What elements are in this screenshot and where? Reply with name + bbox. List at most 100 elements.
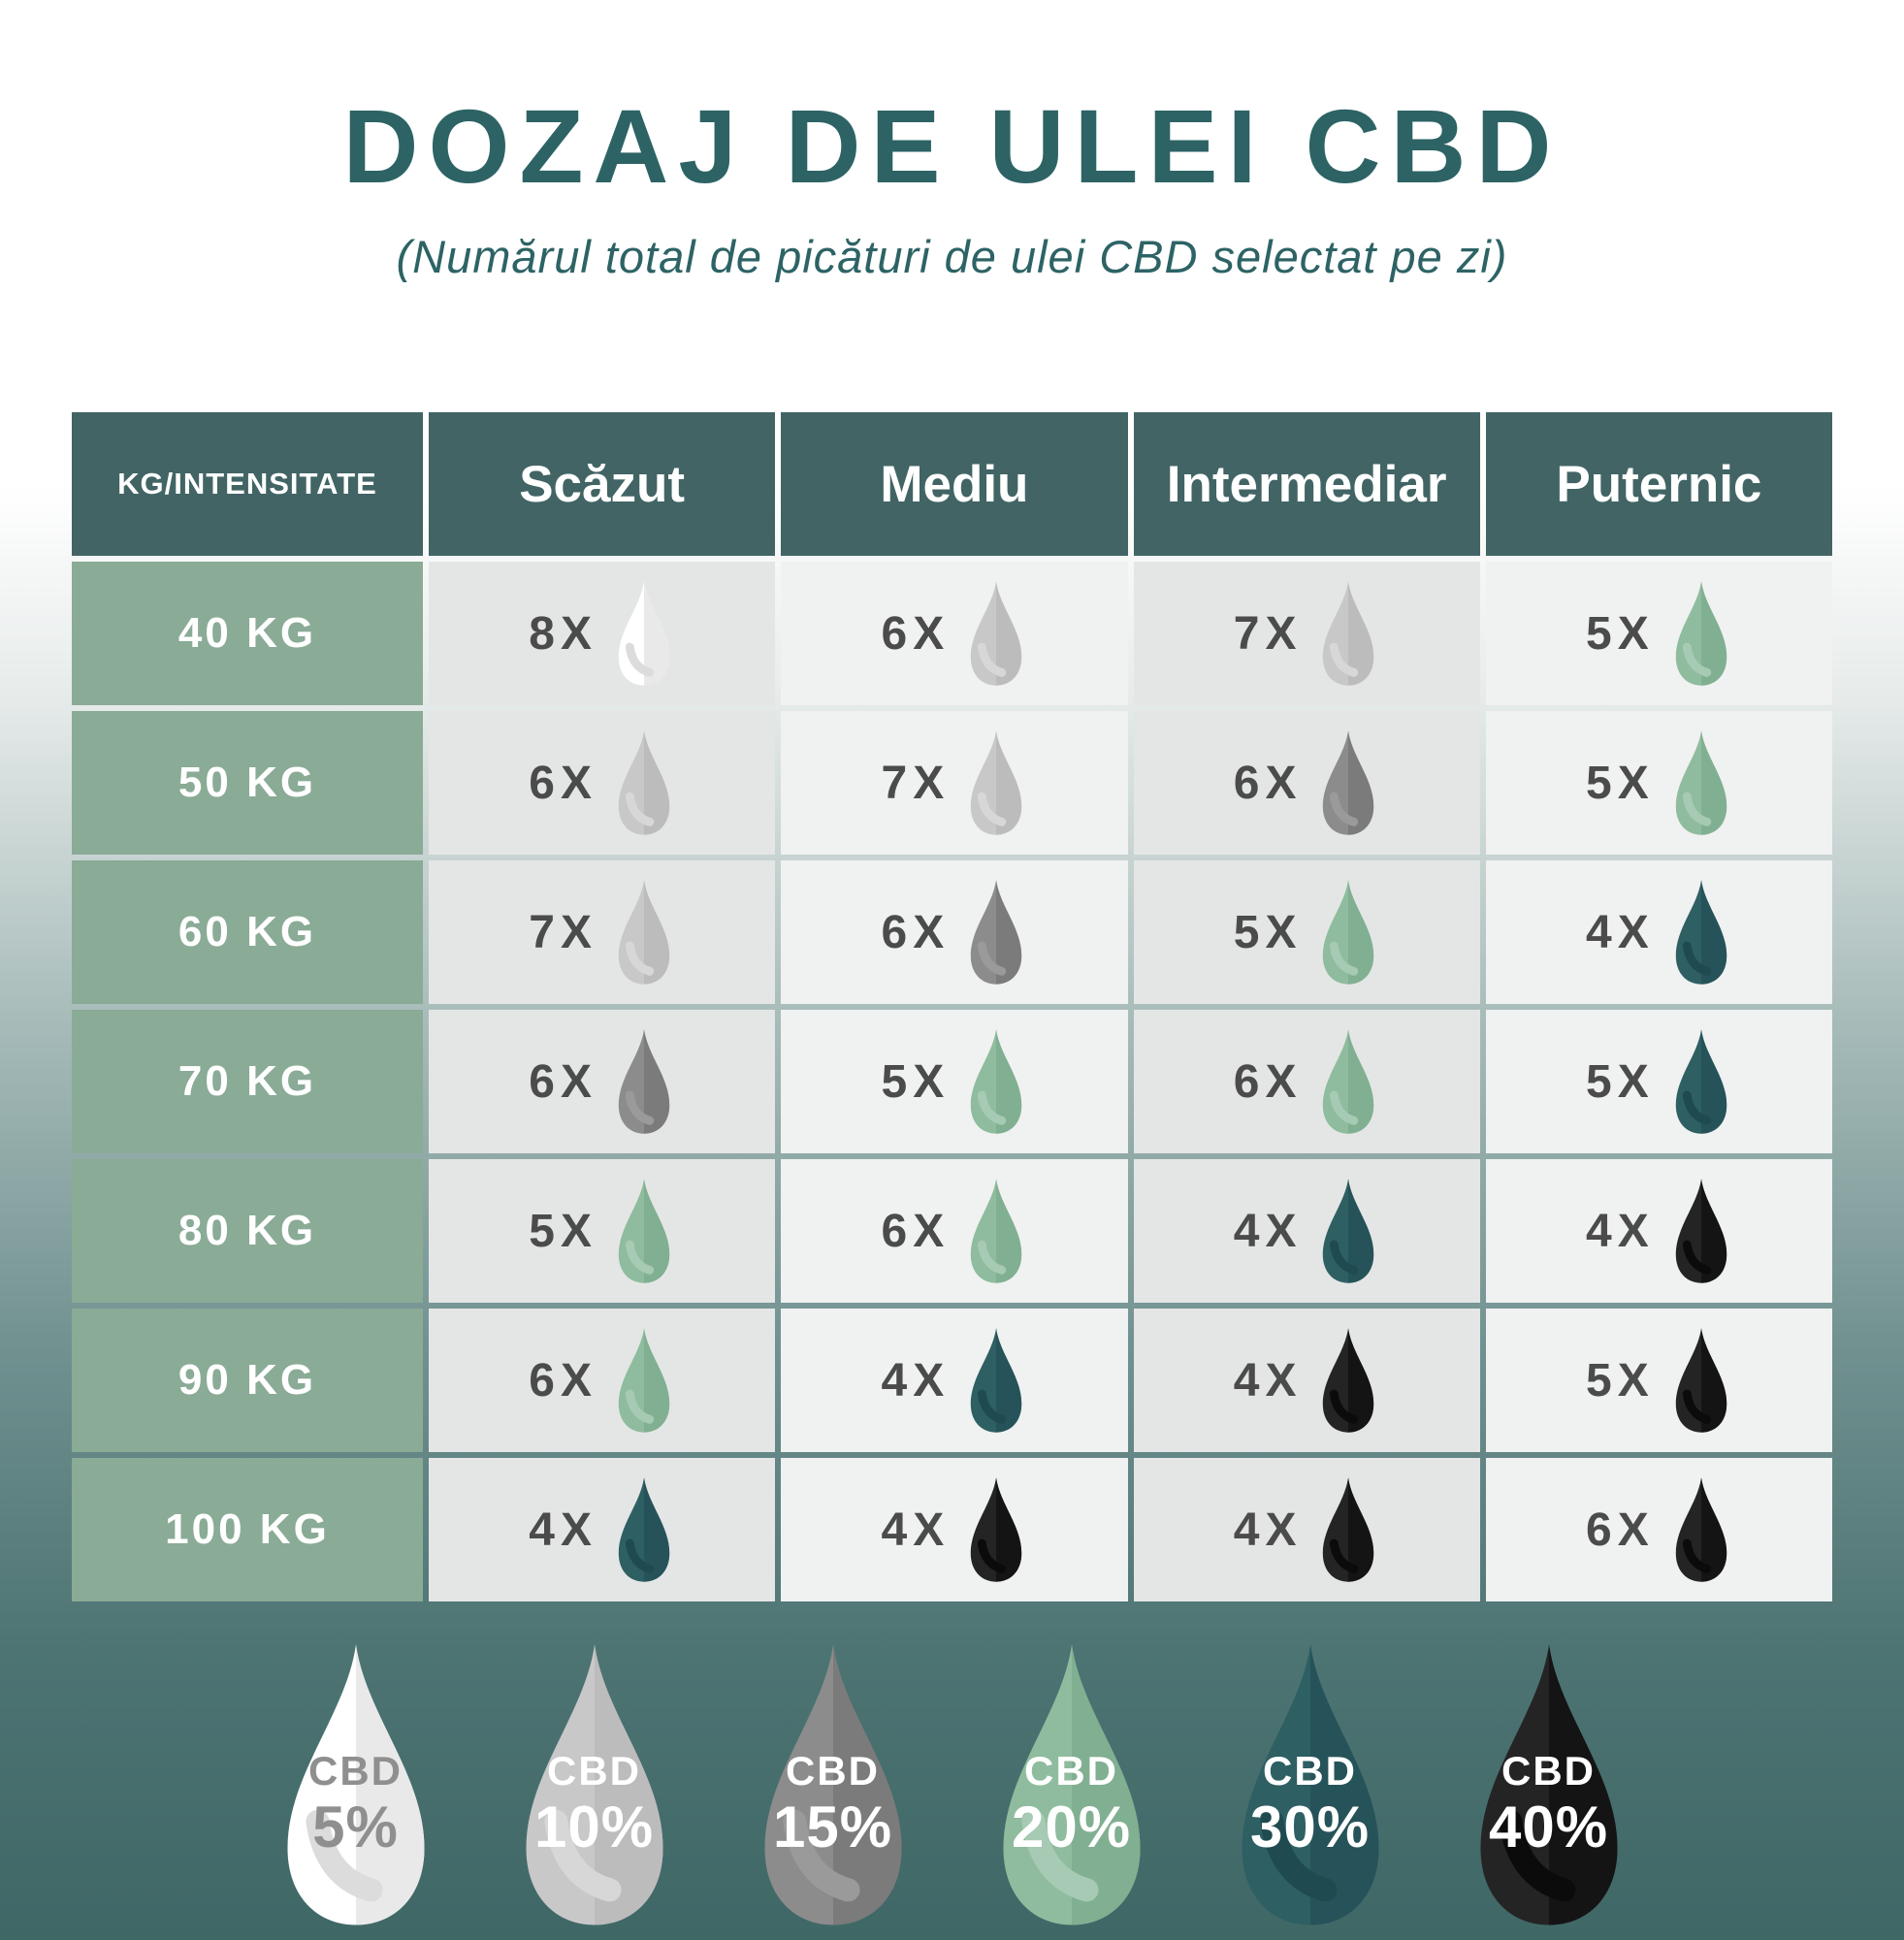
dose-count: 5X [1586,1354,1655,1406]
dose-cell: 7X [1133,562,1480,705]
cbd-legend: CBD 5% CBD 10% CBD 15% CBD 20% CBD 30% CBD 40% [0,1639,1904,1930]
col-header-intermediar: Intermediar [1133,412,1480,556]
legend-text: CBD 15% [750,1748,917,1858]
dose-cell: 6X [781,562,1128,705]
drop-icon-cbd-10 [971,581,1022,686]
dose-count: 4X [1233,1504,1303,1556]
legend-label: CBD [1501,1748,1596,1794]
drop-icon-cbd-20 [1002,1644,1141,1925]
col-header-mediu: Mediu [781,412,1128,556]
drop-icon-cbd-10 [618,730,670,835]
page-subtitle: (Numărul total de picături de ulei CBD s… [396,231,1508,282]
dose-count: 4X [881,1354,951,1406]
dose-cell: 7X [429,860,776,1004]
legend-item-cbd-20: CBD 20% [988,1639,1155,1930]
drop-icon-cbd-10 [525,1644,663,1925]
dose-cell: 6X [781,1159,1128,1303]
legend-percent: 30% [1249,1794,1371,1860]
dose-count: 6X [529,1354,597,1406]
legend-label: CBD [1263,1748,1357,1794]
drop-icon-cbd-15 [971,880,1022,985]
dose-count: 4X [1586,1205,1655,1257]
drop-icon-cbd-30 [1323,1179,1374,1283]
dose-cell: 4X [1133,1458,1480,1601]
dose-cell: 4X [1485,860,1832,1004]
drop-icon-cbd-20 [1675,730,1727,835]
row-label-weight: 80 KG [72,1159,423,1303]
drop-icon-cbd-10 [1323,581,1374,686]
drop-icon-cbd-20 [1323,1029,1374,1134]
dose-count: 4X [881,1504,951,1556]
dose-count: 5X [529,1205,597,1257]
dose-count: 5X [1233,906,1303,958]
dose-cell: 4X [1133,1309,1480,1452]
dose-count: 6X [1586,1504,1655,1556]
drop-icon-cbd-30 [971,1328,1022,1433]
dose-cell: 4X [781,1458,1128,1601]
dosage-table: KG/INTENSITATE Scăzut Mediu Intermediar Pute… [72,412,1832,1601]
drop-icon-cbd-40 [1675,1179,1727,1283]
drop-icon-cbd-30 [1675,880,1727,985]
drop-icon-cbd-40 [971,1477,1022,1582]
dose-cell: 5X [1485,1309,1832,1452]
dose-cell: 7X [781,711,1128,855]
drop-icon-cbd-40 [1323,1477,1374,1582]
dose-cell: 5X [1133,860,1480,1004]
drop-icon-cbd-40 [1675,1328,1727,1433]
col-header-puternic: Puternic [1485,412,1832,556]
legend-item-cbd-5: CBD 5% [273,1639,439,1930]
dose-cell: 6X [1133,1010,1480,1153]
col-header-kg-intensitate: KG/INTENSITATE [72,412,423,556]
row-label-weight: 100 KG [72,1458,423,1601]
col-header-scăzut: Scăzut [429,412,776,556]
dose-count: 6X [529,1055,597,1108]
dose-cell: 4X [1133,1159,1480,1303]
dose-count: 5X [1586,1055,1655,1108]
legend-item-cbd-10: CBD 10% [511,1639,678,1930]
dose-cell: 6X [429,711,776,855]
dose-cell: 6X [429,1010,776,1153]
dose-cell: 6X [429,1309,776,1452]
legend-percent: 20% [1011,1794,1132,1860]
dose-count: 4X [529,1504,597,1556]
legend-label: CBD [1024,1748,1118,1794]
drop-icon-cbd-30 [618,1477,670,1582]
drop-icon-cbd-20 [971,1179,1022,1283]
drop-icon-cbd-10 [618,880,670,985]
legend-label: CBD [547,1748,641,1794]
dose-cell: 5X [781,1010,1128,1153]
dose-count: 6X [1233,1055,1303,1108]
legend-text: CBD 40% [1466,1748,1632,1858]
legend-label: CBD [786,1748,880,1794]
dose-cell: 6X [1485,1458,1832,1601]
dose-count: 6X [1233,757,1303,809]
dose-cell: 8X [429,562,776,705]
drop-icon-cbd-15 [763,1644,902,1925]
legend-text: CBD 30% [1227,1748,1394,1860]
legend-item-cbd-40: CBD 40% [1466,1639,1632,1930]
page-title: DOZAJ DE ULEI CBD [342,87,1562,205]
row-label-weight: 40 KG [72,562,423,705]
dose-count: 4X [1586,906,1655,958]
drop-icon-cbd-15 [618,1029,670,1134]
drop-icon-cbd-30 [1241,1644,1379,1925]
dose-cell: 4X [781,1309,1128,1452]
drop-icon-cbd-40 [1675,1477,1727,1582]
dose-count: 6X [881,906,951,958]
row-label-weight: 60 KG [72,860,423,1004]
dose-cell: 5X [429,1159,776,1303]
dose-count: 6X [881,1205,951,1257]
drop-icon-cbd-5 [286,1644,425,1925]
drop-icon-cbd-40 [1323,1328,1374,1433]
drop-icon-cbd-15 [1323,730,1374,835]
legend-percent: 10% [533,1794,655,1860]
dose-count: 6X [529,757,597,809]
dose-cell: 5X [1485,1010,1832,1153]
drop-icon-cbd-30 [1675,1029,1727,1134]
drop-icon-cbd-40 [1479,1644,1618,1925]
legend-item-cbd-15: CBD 15% [750,1639,917,1930]
legend-text: CBD 10% [511,1748,678,1860]
dose-count: 5X [1586,757,1655,809]
drop-icon-cbd-10 [971,730,1022,835]
legend-text: CBD 5% [273,1749,439,1858]
